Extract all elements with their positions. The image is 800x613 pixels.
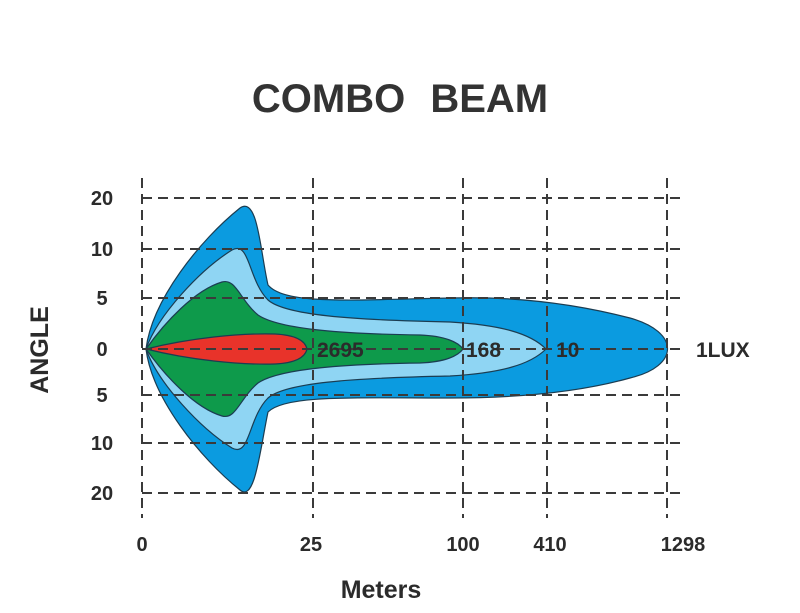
y-tick-20-bottom: 20 <box>91 483 113 505</box>
x-axis-label: Meters <box>341 576 422 604</box>
x-tick-0: 0 <box>136 534 147 556</box>
y-tick-10-top: 10 <box>91 239 113 261</box>
y-tick-5-top: 5 <box>96 288 107 310</box>
zone-label-168: 168 <box>466 339 501 362</box>
grid <box>141 178 682 518</box>
y-axis-label: ANGLE <box>26 306 54 394</box>
y-tick-10-bottom: 10 <box>91 433 113 455</box>
x-tick-100: 100 <box>446 534 479 556</box>
y-tick-0: 0 <box>96 339 107 361</box>
zone-label-1lux: 1LUX <box>696 339 750 362</box>
x-tick-25: 25 <box>300 534 322 556</box>
x-tick-1298: 1298 <box>661 534 706 556</box>
zone-label-10: 10 <box>556 339 579 362</box>
y-tick-20-top: 20 <box>91 188 113 210</box>
zone-label-2695: 2695 <box>317 339 364 362</box>
x-tick-410: 410 <box>533 534 566 556</box>
chart-title: COMBO BEAM <box>252 77 548 121</box>
y-tick-5-bottom: 5 <box>96 385 107 407</box>
